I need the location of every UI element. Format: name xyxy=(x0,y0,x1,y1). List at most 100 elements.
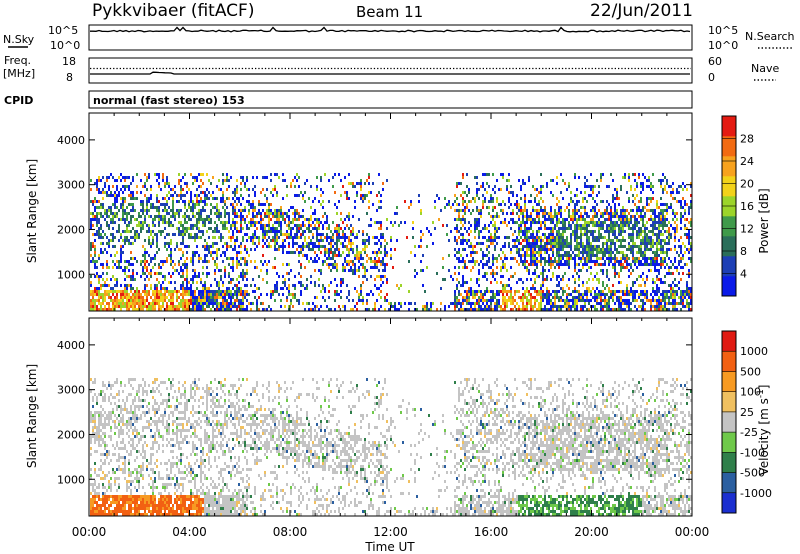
heatmap-cell xyxy=(542,185,544,188)
heatmap-cell xyxy=(496,236,498,239)
heatmap-cell xyxy=(546,260,548,263)
heatmap-cell xyxy=(312,221,314,224)
heatmap-cell xyxy=(224,302,226,305)
heatmap-cell xyxy=(180,299,182,302)
heatmap-cell xyxy=(632,173,634,176)
heatmap-cell xyxy=(234,224,236,227)
heatmap-cell xyxy=(134,299,136,302)
heatmap-cell xyxy=(274,284,276,287)
heatmap-cell xyxy=(492,215,494,218)
heatmap-cell xyxy=(634,173,636,176)
heatmap-cell xyxy=(640,242,642,245)
heatmap-cell xyxy=(180,293,182,296)
heatmap-cell xyxy=(320,221,322,224)
heatmap-cell xyxy=(580,215,582,218)
heatmap-cell xyxy=(230,176,232,179)
heatmap-cell xyxy=(234,200,236,203)
heatmap-cell xyxy=(512,308,514,311)
heatmap-cell xyxy=(566,242,568,245)
heatmap-cell xyxy=(330,269,332,272)
heatmap-cell xyxy=(390,239,392,242)
heatmap-cell xyxy=(202,260,204,263)
heatmap-cell xyxy=(280,245,282,248)
heatmap-cell xyxy=(208,197,210,200)
heatmap-cell xyxy=(654,263,656,266)
heatmap-cell xyxy=(476,302,478,305)
heatmap-cell xyxy=(270,230,272,233)
heatmap-cell xyxy=(348,212,350,215)
heatmap-cell xyxy=(94,290,96,293)
heatmap-cell xyxy=(482,236,484,239)
heatmap-cell xyxy=(552,251,554,254)
heatmap-cell xyxy=(130,242,132,245)
heatmap-cell xyxy=(102,230,104,233)
heatmap-cell xyxy=(634,197,636,200)
heatmap-cell xyxy=(486,272,488,275)
heatmap-cell xyxy=(114,179,116,182)
heatmap-cell xyxy=(152,299,154,302)
heatmap-cell xyxy=(278,245,280,248)
heatmap-cell xyxy=(478,236,480,239)
heatmap-cell xyxy=(254,236,256,239)
heatmap-cell xyxy=(422,269,424,272)
heatmap-cell xyxy=(614,245,616,248)
heatmap-cell xyxy=(606,308,608,311)
heatmap-cell xyxy=(478,242,480,245)
heatmap-cell xyxy=(244,233,246,236)
heatmap-cell xyxy=(96,200,98,203)
heatmap-cell xyxy=(538,260,540,263)
heatmap-cell xyxy=(528,215,530,218)
heatmap-cell xyxy=(466,239,468,242)
heatmap-cell xyxy=(102,293,104,296)
heatmap-cell xyxy=(632,227,634,230)
heatmap-cell xyxy=(292,212,294,215)
heatmap-cell xyxy=(558,281,560,284)
heatmap-cell xyxy=(220,305,222,308)
heatmap-cell xyxy=(168,308,170,311)
heatmap-cell xyxy=(592,218,594,221)
heatmap-cell xyxy=(460,305,462,308)
heatmap-cell xyxy=(172,299,174,302)
heatmap-cell xyxy=(554,296,556,299)
heatmap-cell xyxy=(608,308,610,311)
heatmap-cell xyxy=(382,233,384,236)
heatmap-cell xyxy=(642,290,644,293)
heatmap-cell xyxy=(512,245,514,248)
heatmap-cell xyxy=(546,296,548,299)
heatmap-cell xyxy=(610,251,612,254)
heatmap-cell xyxy=(338,254,340,257)
heatmap-cell xyxy=(458,218,460,221)
heatmap-cell xyxy=(536,266,538,269)
heatmap-cell xyxy=(184,266,186,269)
heatmap-cell xyxy=(114,206,116,209)
heatmap-cell xyxy=(526,302,528,305)
heatmap-cell xyxy=(224,266,226,269)
heatmap-cell xyxy=(176,209,178,212)
heatmap-cell xyxy=(172,305,174,308)
heatmap-cell xyxy=(166,212,168,215)
heatmap-cell xyxy=(178,290,180,293)
heatmap-cell xyxy=(486,248,488,251)
heatmap-cell xyxy=(542,290,544,293)
heatmap-cell xyxy=(316,296,318,299)
heatmap-cell xyxy=(462,242,464,245)
heatmap-cell xyxy=(234,302,236,305)
heatmap-cell xyxy=(448,254,450,257)
heatmap-cell xyxy=(528,299,530,302)
heatmap-cell xyxy=(182,299,184,302)
heatmap-cell xyxy=(580,191,582,194)
heatmap-cell xyxy=(242,179,244,182)
heatmap-cell xyxy=(190,296,192,299)
heatmap-cell xyxy=(236,179,238,182)
heatmap-cell xyxy=(208,296,210,299)
heatmap-cell xyxy=(336,266,338,269)
heatmap-cell xyxy=(366,260,368,263)
heatmap-cell xyxy=(144,302,146,305)
heatmap-cell xyxy=(302,302,304,305)
heatmap-cell xyxy=(626,293,628,296)
heatmap-cell xyxy=(202,266,204,269)
heatmap-cell xyxy=(298,185,300,188)
heatmap-cell xyxy=(530,224,532,227)
heatmap-cell xyxy=(240,203,242,206)
heatmap-cell xyxy=(116,299,118,302)
